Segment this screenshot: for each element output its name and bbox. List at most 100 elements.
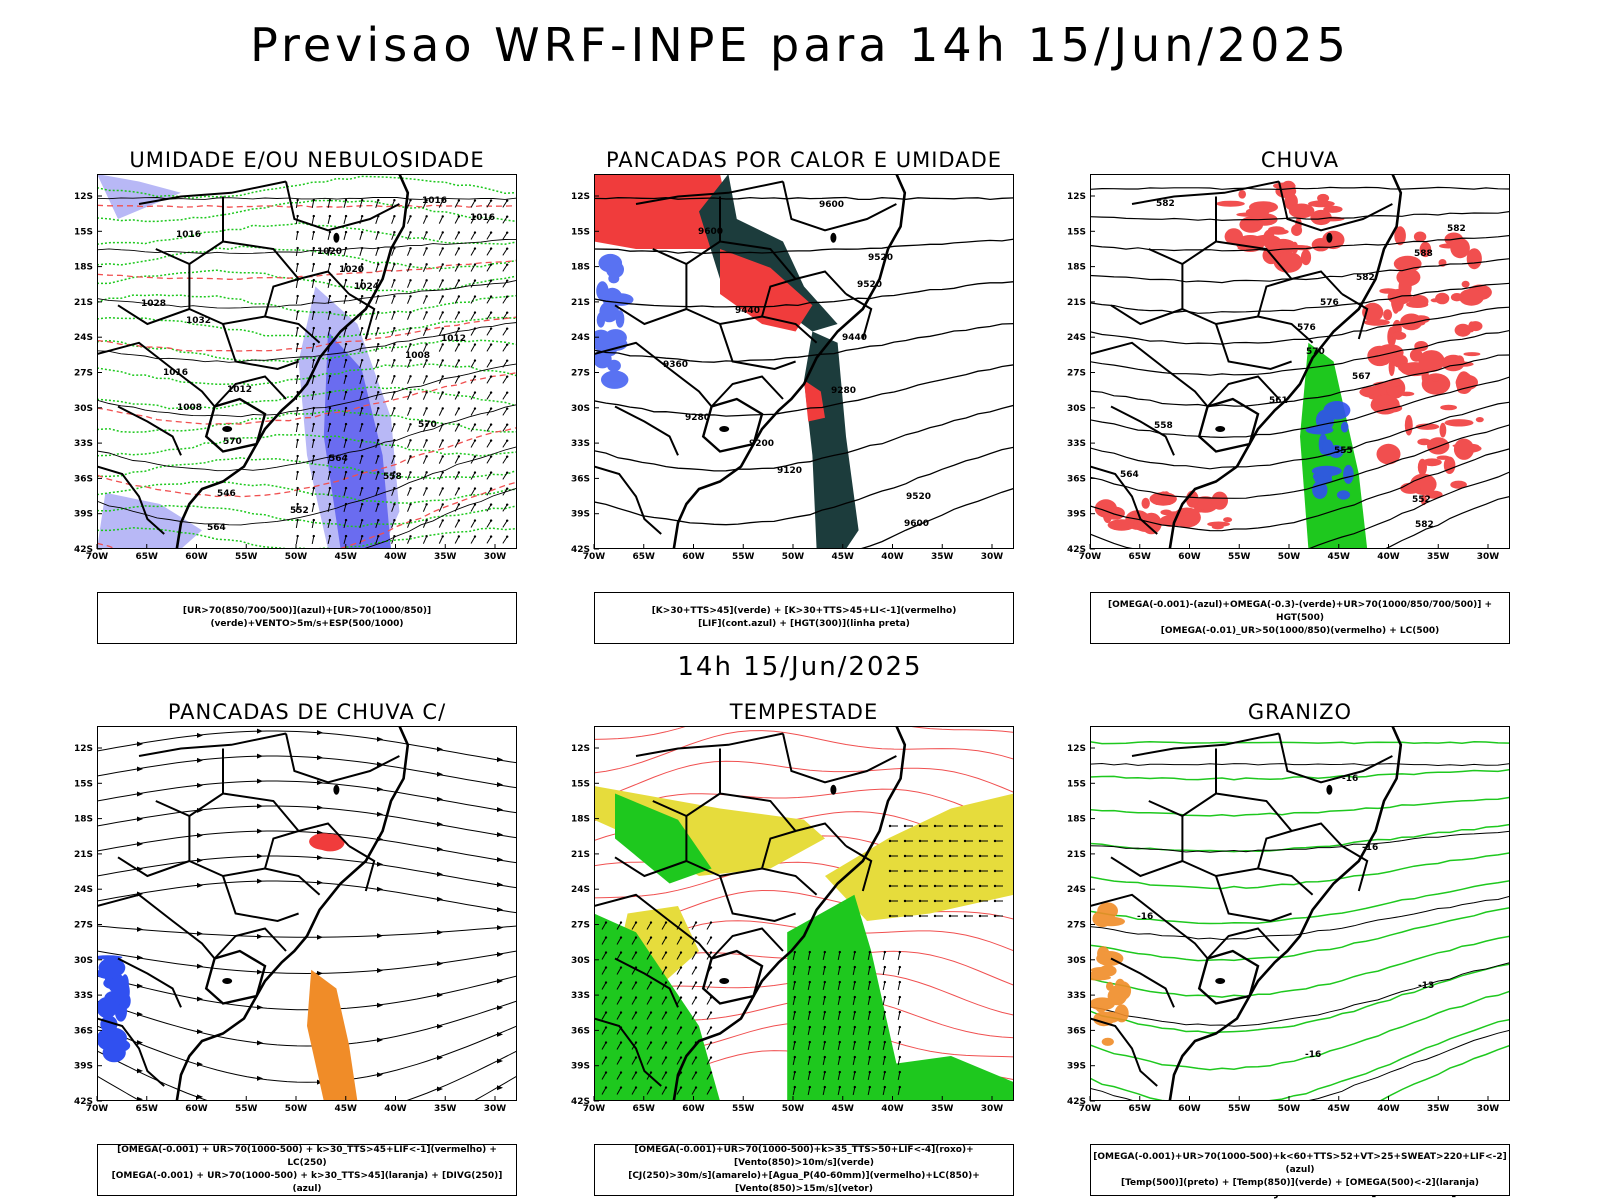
lon-tick-label: 40W xyxy=(384,1104,407,1114)
lat-tick-label: 42S xyxy=(571,1097,590,1107)
map-frame xyxy=(97,726,517,1101)
lon-tick-label: 55W xyxy=(235,552,258,562)
lat-tick-label: 24S xyxy=(74,885,93,895)
lon-tick-label: 60W xyxy=(1178,1104,1201,1114)
contour-value-label: 9600 xyxy=(819,200,844,210)
unstable-green-band xyxy=(804,331,859,549)
lat-tick-label: 27S xyxy=(1067,369,1086,379)
legend-line: [OMEGA(-0.001)+UR>70(1000-500)+k>35_TTS>… xyxy=(634,1145,974,1168)
lon-tick-label: 55W xyxy=(235,1104,258,1114)
lat-tick-label: 24S xyxy=(571,885,590,895)
land-boundaries xyxy=(1090,174,1403,549)
wind850-green-south xyxy=(787,894,1014,1101)
humidity-nw-area xyxy=(97,174,181,219)
land-boundaries xyxy=(594,726,907,1101)
lon-tick-label: 35W xyxy=(1427,552,1450,562)
legend-line: [OMEGA(-0.001)-(azul)+OMEGA(-0.3)-(verde… xyxy=(1107,599,1493,623)
map-frame xyxy=(594,726,1014,1101)
lat-tick-label: 18S xyxy=(74,815,93,825)
humidity-1000-850-contours xyxy=(97,175,517,549)
panel-title: GRANIZO xyxy=(1247,700,1353,724)
panel-map: 582 582 588 582 576 576 570 567 561 558 555 564 552 5… xyxy=(1067,174,1510,562)
lon-tick-label: 65W xyxy=(633,552,656,562)
lon-tick-label: 30W xyxy=(1477,552,1500,562)
contour-value-label: 9360 xyxy=(663,360,688,370)
panel-legend: [OMEGA(-0.001)-(azul)+OMEGA(-0.3)-(verde… xyxy=(1090,592,1510,644)
lat-tick-label: 15S xyxy=(1067,227,1086,237)
lat-tick-label: 36S xyxy=(1067,1026,1086,1036)
contour-value-label: 576 xyxy=(1297,323,1316,333)
contour-value-label: 1028 xyxy=(141,299,166,309)
land-boundaries xyxy=(97,174,410,549)
lon-tick-label: 55W xyxy=(1228,552,1251,562)
wind-vectors xyxy=(295,198,509,545)
lon-tick-label: 45W xyxy=(1328,552,1351,562)
lat-tick-label: 27S xyxy=(74,369,93,379)
contour-value-label: 9440 xyxy=(842,333,867,343)
lat-tick-label: 21S xyxy=(1067,850,1086,860)
omega-blue-area xyxy=(1305,401,1354,500)
map-frame: 9600 9600 9520 9520 9440 9440 9360 9280 9280 9200… xyxy=(594,174,1014,549)
humidity-850-500-area xyxy=(323,331,391,549)
contour-value-label: 570 xyxy=(1306,347,1325,357)
contour-value-label: 1012 xyxy=(441,334,466,344)
panel-map: 9600 9600 9520 9520 9440 9440 9360 9280 9280 9200… xyxy=(571,174,1014,562)
lat-tick-label: 27S xyxy=(1067,921,1086,931)
lat-tick-label: 42S xyxy=(1067,545,1086,555)
contour-value-label: 582 xyxy=(1356,273,1375,283)
lat-tick-label: 21S xyxy=(1067,298,1086,308)
contour-value-label: 588 xyxy=(1414,249,1433,259)
divergence-blue-area xyxy=(97,955,131,1063)
lat-tick-label: 33S xyxy=(1067,439,1086,449)
contour-value-label: -16 xyxy=(1362,843,1378,853)
lon-tick-label: 70W xyxy=(1079,552,1102,562)
panel-legend: [K>30+TTS>45](verde) + [K>30+TTS>45+LI<-… xyxy=(594,592,1014,644)
lat-tick-label: 39S xyxy=(571,1062,590,1072)
lon-tick-label: 40W xyxy=(1377,552,1400,562)
panel-tempestade: TEMPESTADE 12S 15S 18S 21S 24S 27S 30S 33S 36S 39S… xyxy=(564,700,1034,1196)
lon-tick-label: 55W xyxy=(732,1104,755,1114)
lat-tick-label: 30S xyxy=(1067,956,1086,966)
contour-value-label: 555 xyxy=(1334,446,1353,456)
lon-tick-label: 30W xyxy=(484,1104,507,1114)
lat-tick-label: 30S xyxy=(74,956,93,966)
contour-value-label: 582 xyxy=(1447,224,1466,234)
lon-tick-label: 45W xyxy=(832,1104,855,1114)
panel-legend: [OMEGA(-0.001)+UR>70(1000-500)+k<60+TTS>… xyxy=(1090,1144,1510,1196)
lat-tick-label: 33S xyxy=(1067,991,1086,1001)
panel-legend: [UR>70(850/700/500)](azul)+[UR>70(1000/8… xyxy=(97,592,517,644)
lat-tick-label: 30S xyxy=(571,956,590,966)
lon-tick-label: 65W xyxy=(136,552,159,562)
wind850-vectors-west xyxy=(601,921,713,1095)
lon-tick-label: 55W xyxy=(1228,1104,1251,1114)
wind850-vectors-east xyxy=(888,824,1003,918)
lat-tick-label: 24S xyxy=(1067,333,1086,343)
contour-value-label: 1012 xyxy=(227,385,252,395)
contour-value-label: 1016 xyxy=(470,213,495,223)
legend-line: [OMEGA(-0.001)+UR>70(1000-500)+k<60+TTS>… xyxy=(1093,1151,1507,1175)
lon-tick-label: 40W xyxy=(881,552,904,562)
legend-line: [K>30+TTS>45](verde) + [K>30+TTS>45+LI<-… xyxy=(651,606,957,616)
lon-tick-label: 40W xyxy=(881,1104,904,1114)
map-frame: -16 -16 -16 -13 -16 xyxy=(1090,726,1510,1101)
lc250-streamlines xyxy=(97,728,517,1101)
contour-value-label: 564 xyxy=(207,523,226,533)
lon-tick-label: 45W xyxy=(335,1104,358,1114)
contour-value-label: 558 xyxy=(383,472,402,482)
lat-tick-label: 33S xyxy=(74,439,93,449)
lon-tick-label: 50W xyxy=(1278,552,1301,562)
omega500-orange xyxy=(1090,902,1132,1046)
lon-tick-label: 55W xyxy=(732,552,755,562)
lat-tick-label: 24S xyxy=(1067,885,1086,895)
lon-tick-label: 65W xyxy=(136,1104,159,1114)
lat-tick-label: 42S xyxy=(1067,1097,1086,1107)
contour-value-label: -16 xyxy=(1137,912,1153,922)
legend-line: [LIF](cont.azul) + [HGT(300)](linha pret… xyxy=(698,619,910,629)
lat-tick-label: 21S xyxy=(74,298,93,308)
contour-value-label: 1016 xyxy=(163,368,188,378)
instability-orange-area xyxy=(307,969,358,1101)
panel-pancadas-trovoadas: PANCADAS DE CHUVA C/ TROVOADAS12S15S18S2… xyxy=(67,700,537,1196)
